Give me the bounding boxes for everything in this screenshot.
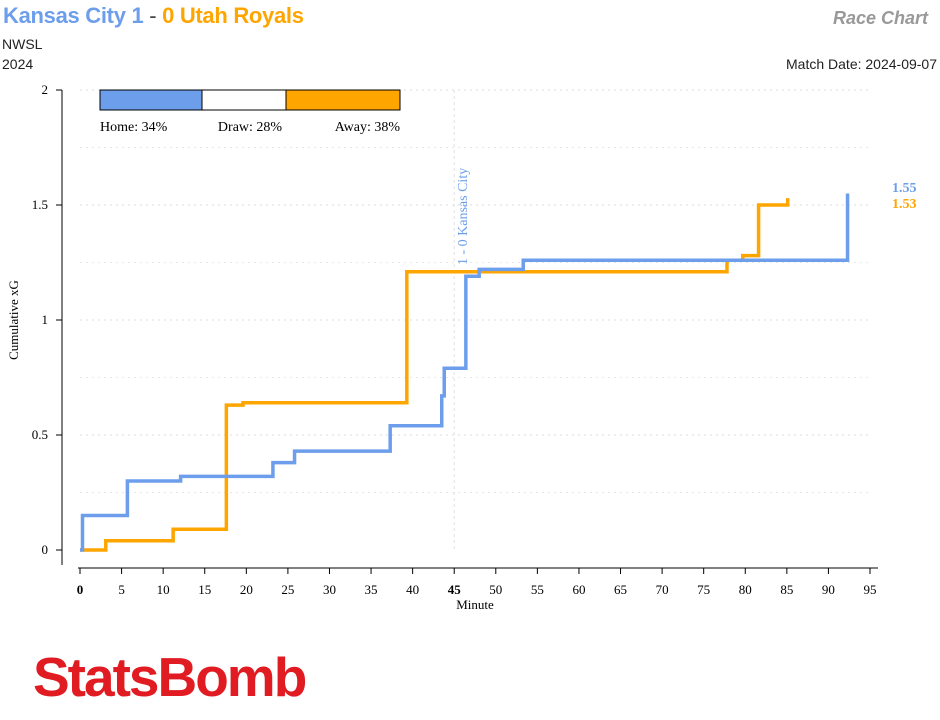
x-tick-label: 90	[822, 582, 835, 597]
final-xg-label: 1.55	[892, 181, 917, 196]
x-tick-label: 75	[697, 582, 710, 597]
y-axis-label: Cumulative xG	[6, 280, 21, 360]
x-tick-label: 5	[118, 582, 125, 597]
x-tick-label: 65	[614, 582, 627, 597]
statsbomb-logo: StatsBomb	[33, 646, 307, 708]
x-tick-label: 50	[489, 582, 502, 597]
x-tick-label: 35	[365, 582, 378, 597]
x-tick-label: 85	[780, 582, 793, 597]
x-tick-label: 10	[157, 582, 170, 597]
home-probability-label: Home: 34%	[100, 120, 168, 135]
draw-probability-label: Draw: 28%	[218, 120, 282, 135]
final-xg-label: 1.53	[892, 197, 917, 212]
x-tick-label: 80	[739, 582, 752, 597]
x-tick-label: 45	[448, 582, 462, 597]
draw-probability-bar	[201, 89, 287, 111]
score-separator: -	[149, 3, 157, 28]
y-tick-label: 1	[42, 312, 49, 327]
chart-type-title: Race Chart	[832, 8, 928, 28]
away-score: 0	[162, 3, 174, 28]
season-label: 2024	[2, 56, 34, 72]
goal-annotation: 1 - 0 Kansas City	[456, 168, 471, 265]
y-tick-label: 1.5	[32, 197, 48, 212]
home-probability-bar	[99, 89, 203, 111]
x-tick-label: 40	[406, 582, 419, 597]
y-tick-label: 0.5	[32, 427, 48, 442]
away-probability-label: Away: 38%	[335, 120, 401, 135]
x-tick-label: 20	[240, 582, 253, 597]
competition-name: NWSL	[2, 36, 43, 52]
x-tick-label: 15	[198, 582, 211, 597]
away-probability-bar	[285, 89, 401, 111]
match-title: Kansas City 1 - 0 Utah Royals	[3, 3, 304, 29]
home-score: 1	[131, 3, 144, 28]
series-line-away	[80, 198, 790, 552]
series-line-home	[80, 193, 850, 552]
y-tick-label: 0	[42, 542, 49, 557]
match-date: Match Date: 2024-09-07	[786, 56, 937, 72]
x-tick-label: 30	[323, 582, 336, 597]
away-team-name: Utah Royals	[179, 3, 304, 28]
x-axis-label: Minute	[456, 597, 494, 612]
y-tick-label: 2	[42, 82, 49, 97]
x-tick-label: 55	[531, 582, 544, 597]
home-team-name: Kansas City	[3, 3, 126, 28]
x-tick-label: 70	[656, 582, 669, 597]
x-tick-label: 25	[281, 582, 294, 597]
x-tick-label: 95	[864, 582, 877, 597]
x-tick-label: 60	[572, 582, 585, 597]
x-tick-label: 0	[77, 582, 84, 597]
